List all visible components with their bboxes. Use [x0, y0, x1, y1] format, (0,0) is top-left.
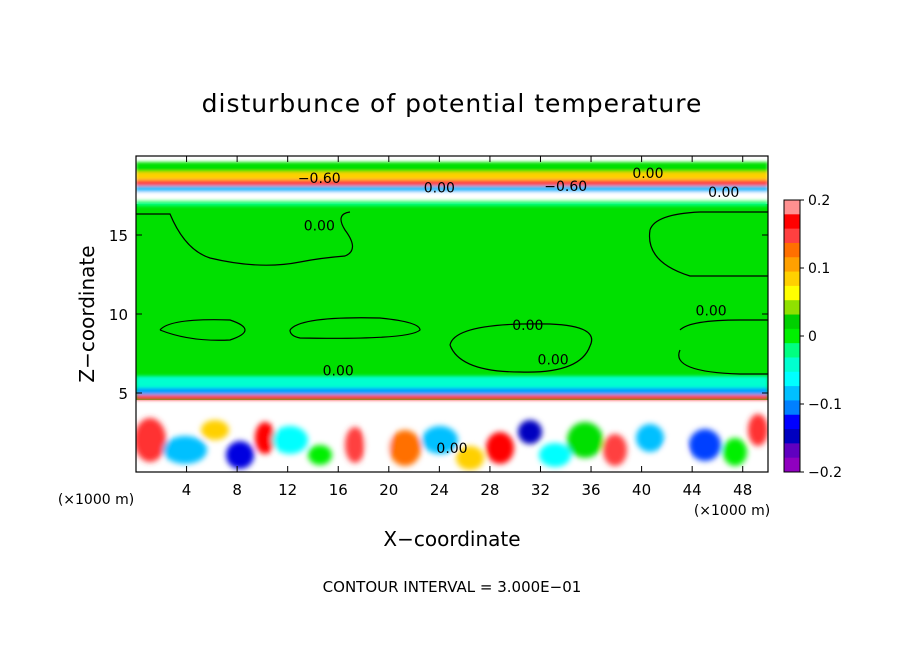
colorbar-tick-label: 0: [808, 329, 817, 345]
x-tick-label: 16: [329, 481, 348, 499]
colorbar-bin: [784, 457, 800, 473]
contour-label: 0.00: [512, 318, 543, 334]
x-tick-label: 28: [480, 481, 499, 499]
mid-blue-band: [136, 376, 768, 400]
x-axis-unit-right: (×1000 m): [694, 503, 770, 519]
contour-labels: −0.60 0.00 −0.60 0.00 0.00 0.00 0.00 0.00 0.00 0.…: [298, 166, 740, 457]
colorbar-bin: [784, 414, 800, 430]
colorbar-bin: [784, 400, 800, 416]
colorbar-tick-label: −0.2: [808, 465, 842, 481]
x-tick-label: 40: [632, 481, 651, 499]
colorbar-bin: [784, 242, 800, 258]
x-tick-label: 36: [581, 481, 600, 499]
contour-label: 0.00: [436, 441, 467, 457]
lower-mixed-layer: [136, 400, 768, 472]
x-tick-label: 4: [182, 481, 192, 499]
colorbar-bin: [784, 443, 800, 459]
y-axis-ticks: 5 10 15: [109, 227, 768, 403]
colorbar-bin: [784, 271, 800, 287]
colorbar-tick-label: −0.1: [808, 397, 842, 413]
x-tick-label: 24: [430, 481, 449, 499]
colorbar-bin: [784, 371, 800, 387]
colorbar-bin: [784, 228, 800, 244]
colorbar-bin: [784, 357, 800, 373]
contour-label: 0.00: [538, 353, 569, 369]
colorbar-tick-label: 0.2: [808, 193, 830, 209]
contour-label: 0.00: [424, 180, 455, 196]
contour-label: 0.00: [632, 166, 663, 182]
y-axis-label: Z−coordinate: [75, 245, 99, 382]
y-tick-label: 15: [109, 227, 128, 245]
contour-interval-footer: CONTOUR INTERVAL = 3.000E−01: [323, 578, 582, 596]
zero-contours: [136, 211, 768, 375]
contour-label: −0.60: [298, 171, 341, 187]
x-axis-unit-left: (×1000 m): [58, 492, 134, 508]
x-axis-label: X−coordinate: [383, 527, 520, 551]
colorbar-bin: [784, 285, 800, 301]
x-tick-label: 32: [531, 481, 550, 499]
colorbar-bin: [784, 386, 800, 401]
colorbar-bin: [784, 328, 800, 344]
contour-label: 0.00: [323, 364, 354, 380]
colorbar-bin: [784, 257, 800, 273]
x-tick-label: 48: [733, 481, 752, 499]
colorbar-bin: [784, 314, 800, 330]
colorbar: 0.2 0.1 0 −0.1 −0.2: [783, 193, 842, 481]
contour-label: 0.00: [696, 304, 727, 320]
upper-mixed-layer: [136, 156, 768, 206]
x-tick-label: 20: [379, 481, 398, 499]
contour-label: 0.00: [304, 218, 335, 234]
x-tick-label: 8: [232, 481, 242, 499]
colorbar-bin: [784, 200, 800, 215]
x-axis-ticks: 4 8 12 16 20 24 28 32 36 40 44 48: [182, 156, 752, 499]
colorbar-bin: [784, 429, 800, 444]
y-tick-label: 5: [118, 385, 128, 403]
colorbar-bin: [784, 343, 800, 358]
colorbar-bin: [784, 214, 800, 230]
x-tick-label: 44: [683, 481, 702, 499]
contour-label: 0.00: [708, 185, 739, 201]
contour-label: −0.60: [544, 179, 587, 195]
y-tick-label: 10: [109, 306, 128, 324]
colorbar-tick-label: 0.1: [808, 261, 830, 277]
colorbar-bin: [784, 300, 800, 316]
chart-title: disturbunce of potential temperature: [202, 89, 703, 118]
x-tick-label: 12: [278, 481, 297, 499]
plot-area: [136, 156, 768, 472]
